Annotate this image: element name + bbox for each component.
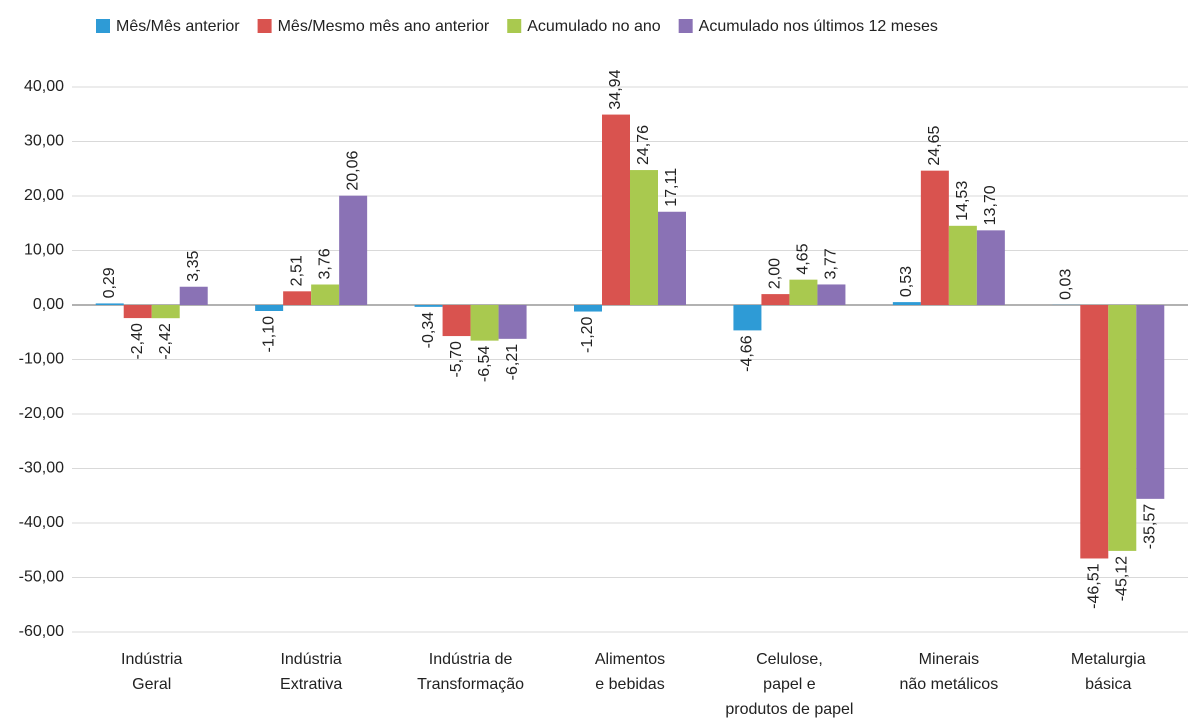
x-tick-label: produtos de papel: [725, 701, 853, 718]
value-label: 2,00: [767, 258, 784, 289]
bar: [892, 302, 921, 305]
y-tick-label: 30,00: [24, 133, 64, 150]
legend-label: Acumulado no ano: [527, 18, 661, 35]
bar: [151, 305, 180, 319]
y-tick-label: -30,00: [19, 460, 64, 477]
y-tick-label: 40,00: [24, 78, 64, 95]
bar: [976, 230, 1005, 305]
bar: [470, 305, 499, 341]
value-label: -2,42: [157, 323, 174, 360]
bar: [123, 305, 152, 319]
bar: [1136, 305, 1165, 499]
value-label: -0,34: [420, 312, 437, 349]
x-tick-label: não metálicos: [899, 676, 998, 693]
value-label: -46,51: [1086, 563, 1103, 608]
legend-swatch: [257, 19, 272, 33]
x-tick-label: Geral: [132, 676, 171, 693]
bar: [283, 291, 312, 305]
y-tick-label: 10,00: [24, 242, 64, 259]
value-label: 24,65: [926, 126, 943, 166]
bar: [602, 114, 630, 306]
value-label: -45,12: [1114, 556, 1131, 601]
legend-swatch: [678, 19, 693, 33]
x-tick-label: Extrativa: [280, 676, 342, 693]
x-tick-label: Celulose,: [756, 651, 823, 668]
bar: [339, 195, 368, 305]
legend-label: Acumulado nos últimos 12 meses: [699, 18, 938, 35]
legend-label: Mês/Mês anterior: [116, 18, 240, 35]
bar: [442, 305, 471, 337]
bar: [498, 305, 527, 339]
x-tick-label: Metalurgia: [1071, 651, 1146, 668]
value-label: 3,77: [823, 248, 840, 279]
x-tick-label: básica: [1085, 676, 1131, 693]
bar: [761, 294, 790, 305]
x-tick-label: Indústria de: [429, 651, 513, 668]
y-tick-label: -10,00: [19, 351, 64, 368]
value-label: -2,40: [129, 323, 146, 360]
x-tick-label: Indústria: [280, 651, 341, 668]
x-tick-label: papel e: [763, 676, 816, 693]
bar: [574, 305, 602, 312]
value-label: -5,70: [448, 341, 465, 378]
bar: [789, 279, 818, 305]
bar: [630, 170, 658, 305]
bar: [733, 305, 762, 331]
value-label: 24,76: [635, 125, 652, 165]
bar: [1108, 305, 1137, 551]
y-tick-label: 0,00: [33, 296, 64, 313]
value-label: 0,03: [1058, 269, 1075, 300]
legend-label: Mês/Mesmo mês ano anterior: [278, 18, 490, 35]
x-tick-label: Transformação: [417, 676, 524, 693]
x-tick-label: Minerais: [919, 651, 979, 668]
y-tick-label: -40,00: [19, 514, 64, 531]
value-label: -6,54: [476, 346, 493, 383]
value-label: -1,20: [579, 316, 596, 353]
y-tick-label: -50,00: [19, 569, 64, 586]
value-label: 4,65: [795, 243, 812, 274]
bar: [658, 211, 686, 305]
value-label: 2,51: [288, 255, 305, 286]
bar: [817, 284, 846, 305]
x-tick-label: Indústria: [121, 651, 182, 668]
bar: [311, 284, 340, 305]
value-label: 3,76: [316, 248, 333, 279]
value-label: 13,70: [982, 185, 999, 225]
bar: [179, 286, 208, 305]
bar: [95, 303, 124, 305]
value-label: 0,53: [898, 266, 915, 297]
bar: [948, 225, 977, 305]
value-label: -1,10: [260, 316, 277, 353]
value-label: 14,53: [954, 181, 971, 221]
bar: [255, 305, 284, 311]
value-label: -6,21: [504, 344, 521, 381]
value-label: -35,57: [1142, 504, 1159, 549]
legend-swatch: [96, 19, 110, 33]
bar: [920, 170, 949, 305]
value-label: 3,35: [185, 251, 202, 282]
y-tick-label: -20,00: [19, 405, 64, 422]
legend-swatch: [507, 19, 522, 33]
value-label: 20,06: [344, 151, 361, 191]
value-label: 17,11: [663, 168, 680, 207]
y-tick-label: -60,00: [19, 623, 64, 640]
bar: [414, 305, 443, 307]
x-tick-label: e bebidas: [595, 676, 664, 693]
y-tick-label: 20,00: [24, 187, 64, 204]
value-label: 0,29: [101, 267, 118, 298]
x-tick-label: Alimentos: [595, 651, 665, 668]
value-label: -4,66: [739, 335, 756, 372]
value-label: 34,94: [607, 69, 624, 109]
bar: [1080, 305, 1109, 559]
